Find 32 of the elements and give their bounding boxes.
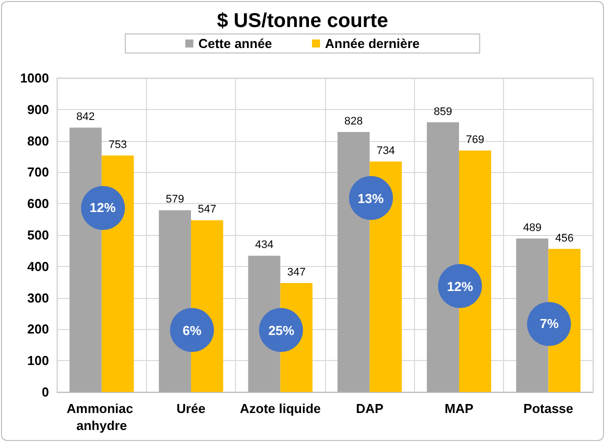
data-label: 769 bbox=[466, 134, 484, 146]
data-label: 347 bbox=[287, 266, 306, 279]
x-tick-label: Potasse bbox=[523, 401, 574, 416]
x-tick-label: Ammoniac anhydre bbox=[66, 401, 137, 433]
data-label: 753 bbox=[108, 139, 127, 152]
data-label: 842 bbox=[76, 111, 95, 124]
data-label: 579 bbox=[166, 194, 184, 206]
data-label: 734 bbox=[376, 145, 395, 158]
data-label: 434 bbox=[255, 239, 274, 252]
y-tick-label: 200 bbox=[27, 322, 49, 337]
x-tick-label: DAP bbox=[356, 401, 384, 416]
y-tick-label: 800 bbox=[27, 133, 49, 148]
y-tick-label: 0 bbox=[42, 384, 49, 400]
y-tick-label: 300 bbox=[27, 290, 49, 306]
data-label: 456 bbox=[555, 232, 574, 244]
x-tick-label: MAP bbox=[444, 401, 474, 416]
data-label: 547 bbox=[198, 204, 216, 216]
y-tick-label: 100 bbox=[27, 353, 49, 368]
y-tick-label: 400 bbox=[27, 258, 49, 274]
y-tick-label: 500 bbox=[27, 228, 49, 242]
chart-title: $ US/tonne courte bbox=[216, 10, 388, 32]
data-label: 828 bbox=[344, 116, 363, 128]
data-label: 489 bbox=[523, 222, 542, 234]
y-tick-label: 900 bbox=[27, 102, 49, 117]
y-tick-label: 700 bbox=[27, 164, 49, 180]
x-tick-label: Azote liquide bbox=[240, 401, 321, 416]
legend-label: Année dernière bbox=[325, 36, 420, 51]
data-label: 859 bbox=[434, 106, 452, 118]
y-tick-label: 600 bbox=[27, 196, 49, 212]
x-tick-label: Urée bbox=[176, 401, 206, 416]
legend-label: Cette année bbox=[198, 36, 272, 51]
y-tick-label: 1000 bbox=[20, 70, 49, 86]
